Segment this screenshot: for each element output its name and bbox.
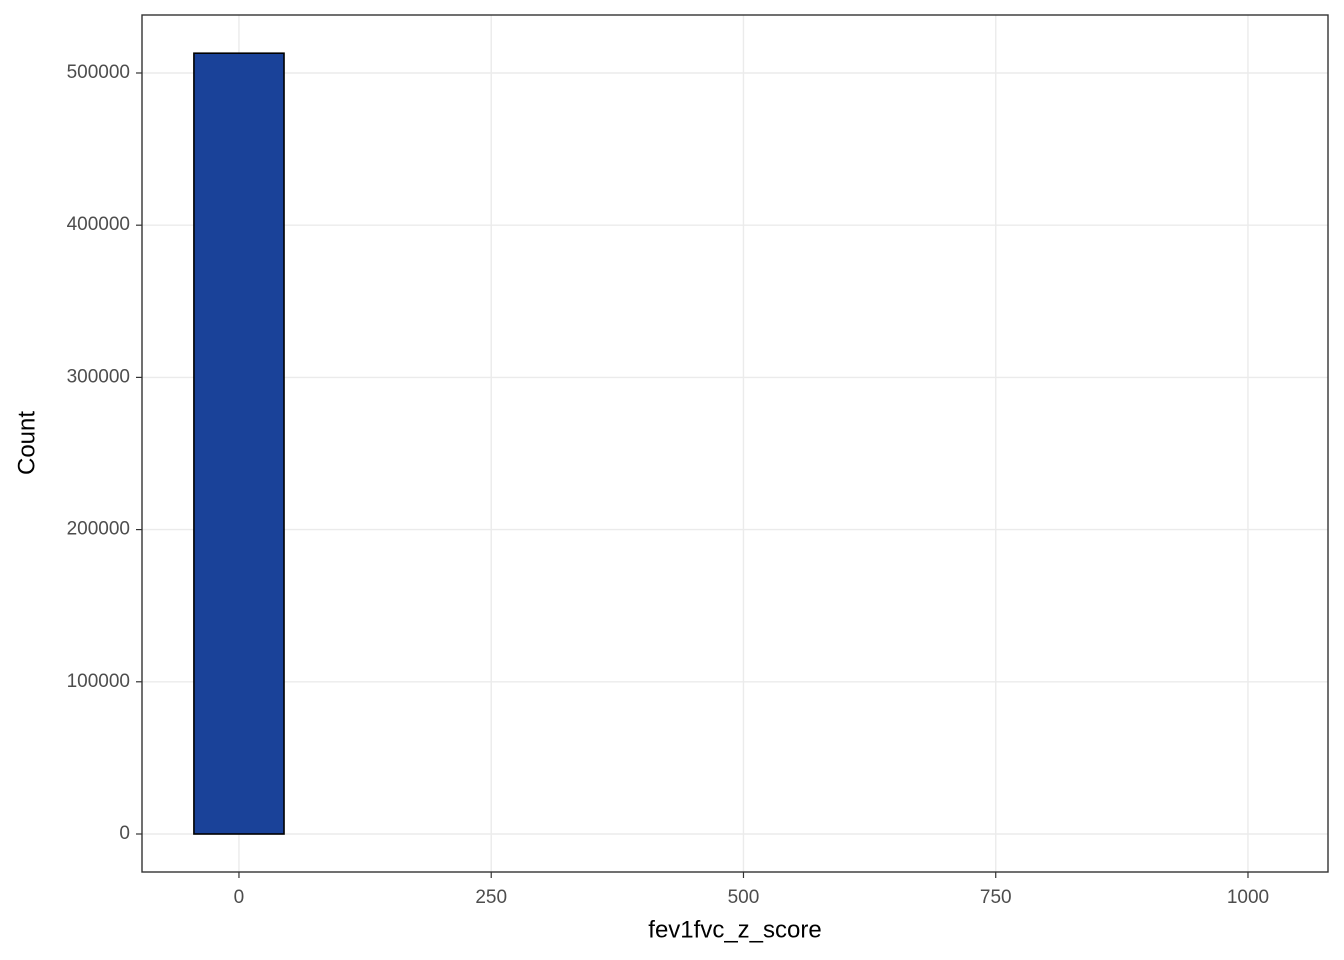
x-tick-label: 0 (234, 887, 245, 908)
bar (193, 52, 285, 835)
y-tick-label: 400000 (67, 214, 130, 235)
y-tick-label: 500000 (67, 62, 130, 83)
y-tick-label: 300000 (67, 366, 130, 387)
y-tick-label: 0 (119, 823, 130, 844)
x-tick-label: 500 (728, 887, 760, 908)
y-tick-label: 100000 (67, 671, 130, 692)
x-tick-label: 1000 (1227, 887, 1269, 908)
y-axis-title: Count (13, 411, 40, 475)
y-tick-label: 200000 (67, 519, 130, 540)
x-axis-title: fev1fvc_z_score (648, 916, 821, 943)
x-tick-label: 750 (980, 887, 1012, 908)
x-tick-label: 250 (475, 887, 507, 908)
panel-border (141, 14, 1329, 873)
